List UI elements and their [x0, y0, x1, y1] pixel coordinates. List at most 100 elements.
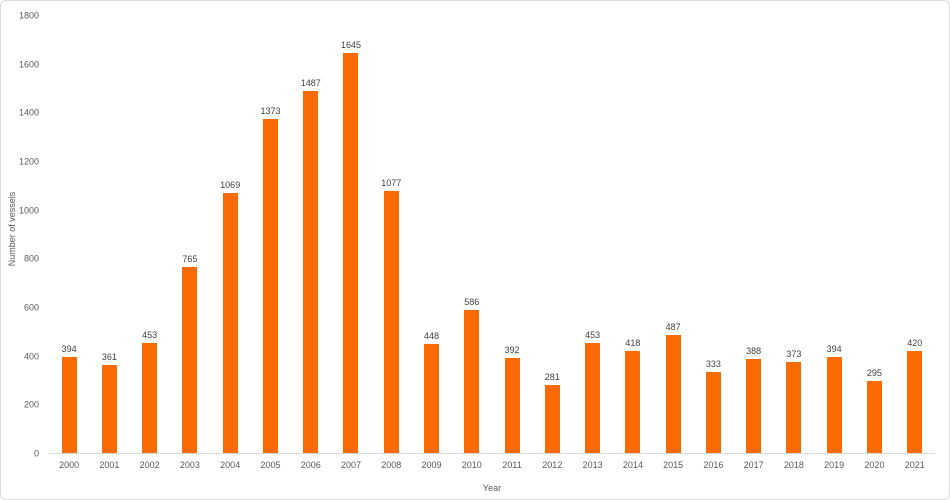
- y-axis-tick-labels: 0 200 400 600 800 1000 1200 1400 1600 1800: [1, 10, 45, 458]
- bar-column: 765: [170, 15, 210, 453]
- bar-value-label: 418: [625, 338, 641, 349]
- bar-column: 388: [734, 15, 774, 453]
- y-tick-label: 1800: [18, 10, 39, 21]
- bar-value-label: 333: [705, 358, 721, 369]
- x-tick-label: 2018: [783, 460, 804, 470]
- bar: [504, 357, 520, 453]
- plot-area: 394 361 453 765 1069 1373 1487 1645 1077 448 586 39…: [49, 15, 935, 454]
- x-tick-label: 2016: [703, 460, 724, 470]
- bar-value-label: 453: [142, 329, 158, 340]
- bar-column: 1645: [331, 15, 371, 453]
- x-tick-label: 2001: [99, 460, 120, 470]
- bar-column: 281: [532, 15, 572, 453]
- y-tick-label: 0: [33, 448, 39, 459]
- x-tick-label: 2008: [381, 460, 402, 470]
- x-axis-tick-labels: 2000 2001 2002 2003 2004 2005 2006 2007 2008 2009…: [49, 460, 935, 470]
- bar-value-label: 1077: [381, 177, 402, 188]
- bar: [625, 351, 641, 453]
- bar: [866, 381, 882, 453]
- bar-value-label: 1069: [220, 179, 241, 190]
- x-tick-label: 2009: [421, 460, 442, 470]
- bar-column: 361: [89, 15, 129, 453]
- x-tick-label: 2006: [300, 460, 321, 470]
- bar-column: 1373: [250, 15, 290, 453]
- bar: [786, 362, 802, 453]
- bar-column: 1077: [371, 15, 411, 453]
- x-tick-label: 2013: [582, 460, 603, 470]
- y-tick-label: 400: [23, 351, 39, 362]
- bars-container: 394 361 453 765 1069 1373 1487 1645 1077 448 586 39…: [49, 15, 935, 453]
- bar-column: 373: [774, 15, 814, 453]
- bar-value-label: 388: [746, 345, 762, 356]
- x-tick-label: 2021: [904, 460, 925, 470]
- x-tick-label: 2020: [864, 460, 885, 470]
- bar-value-label: 487: [665, 321, 681, 332]
- bar-value-label: 394: [826, 344, 842, 355]
- bar-column: 394: [814, 15, 854, 453]
- bar-column: 586: [452, 15, 492, 453]
- y-tick-label: 600: [23, 302, 39, 313]
- x-tick-label: 2004: [220, 460, 241, 470]
- bar: [101, 365, 117, 453]
- bar: [907, 350, 923, 453]
- bar-value-label: 281: [544, 371, 560, 382]
- bar-column: 295: [854, 15, 894, 453]
- x-tick-label: 2011: [502, 460, 522, 470]
- bar-value-label: 1645: [340, 39, 361, 50]
- bar: [826, 357, 842, 453]
- bar: [222, 192, 238, 453]
- bar-column: 453: [130, 15, 170, 453]
- bar: [705, 371, 721, 453]
- x-tick-label: 2014: [622, 460, 643, 470]
- x-tick-label: 2015: [663, 460, 684, 470]
- y-tick-label: 1200: [18, 156, 39, 167]
- bar-column: 448: [411, 15, 451, 453]
- bar-value-label: 420: [907, 337, 923, 348]
- y-tick-label: 800: [23, 253, 39, 264]
- x-tick-label: 2002: [139, 460, 160, 470]
- bar-value-label: 448: [424, 331, 440, 341]
- bar: [142, 342, 158, 453]
- x-tick-label: 2005: [260, 460, 281, 470]
- bar-column: 392: [492, 15, 532, 453]
- bar-column: 1487: [291, 15, 331, 453]
- x-tick-label: 2003: [179, 460, 200, 470]
- y-tick-label: 1400: [18, 107, 39, 118]
- bar-value-label: 361: [101, 352, 117, 363]
- bar-value-label: 295: [866, 368, 882, 379]
- x-tick-label: 2010: [461, 460, 482, 470]
- y-tick-label: 1000: [18, 205, 39, 216]
- bar-value-label: 1487: [300, 78, 321, 89]
- bar-column: 1069: [210, 15, 250, 453]
- bar: [262, 118, 278, 453]
- x-tick-label: 2012: [542, 460, 563, 470]
- bar-value-label: 394: [61, 344, 77, 355]
- x-tick-label: 2019: [824, 460, 845, 470]
- bar: [383, 190, 399, 453]
- bar: [182, 266, 198, 453]
- bar: [343, 52, 359, 453]
- bar-value-label: 373: [786, 349, 802, 360]
- bar-column: 333: [693, 15, 733, 453]
- x-tick-label: 2007: [340, 460, 361, 470]
- y-tick-label: 200: [23, 399, 39, 410]
- bar-column: 487: [653, 15, 693, 453]
- bar-column: 420: [895, 15, 935, 453]
- bar-column: 418: [613, 15, 653, 453]
- bar-value-label: 392: [504, 344, 520, 355]
- x-tick-label: 2000: [59, 460, 80, 470]
- bar-value-label: 1373: [260, 105, 281, 116]
- bar-column: 453: [572, 15, 612, 453]
- bar-value-label: 453: [585, 329, 601, 340]
- bar: [544, 384, 560, 453]
- bar: [303, 91, 319, 453]
- bar: [61, 357, 77, 453]
- bar-value-label: 765: [182, 253, 198, 264]
- x-tick-label: 2017: [743, 460, 764, 470]
- bar: [665, 334, 681, 453]
- bar-value-label: 586: [464, 297, 480, 308]
- x-axis-title: Year: [482, 483, 502, 493]
- y-tick-label: 1600: [18, 59, 39, 70]
- bar: [464, 310, 480, 453]
